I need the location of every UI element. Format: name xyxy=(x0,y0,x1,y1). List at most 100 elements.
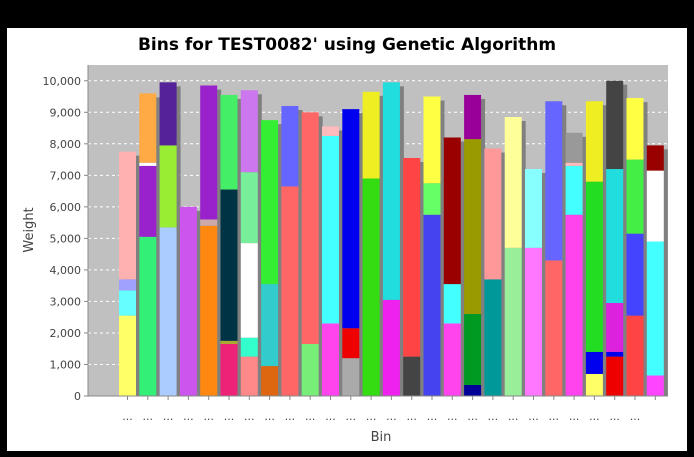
bar-segment xyxy=(382,299,400,396)
bar-segment xyxy=(159,82,177,146)
x-tick-label: ... xyxy=(467,410,478,423)
bar-segment xyxy=(322,135,339,324)
y-tick-label: 9,000 xyxy=(50,106,82,119)
bar-segment xyxy=(585,181,603,352)
bar-segment xyxy=(646,145,664,171)
bar-segment xyxy=(301,112,319,344)
x-tick-label: ... xyxy=(325,410,336,423)
bar-segment xyxy=(423,214,441,396)
chart-title: Bins for TEST0082' using Genetic Algorit… xyxy=(138,35,556,55)
bar-segment xyxy=(443,284,461,324)
bar-segment xyxy=(159,145,177,228)
y-axis-label: Weight xyxy=(22,207,37,252)
x-tick-label: ... xyxy=(589,410,600,423)
x-tick-label: ... xyxy=(427,410,438,423)
bar-segment xyxy=(585,373,603,395)
y-tick-label: 7,000 xyxy=(50,169,82,182)
x-tick-label: ... xyxy=(346,410,357,423)
bar-segment xyxy=(403,356,421,396)
bar-segment xyxy=(646,170,664,242)
bar-segment xyxy=(545,101,563,261)
bar-segment xyxy=(200,219,218,226)
bar-segment xyxy=(261,120,279,285)
x-tick-label: ... xyxy=(122,410,133,423)
y-tick-label: 4,000 xyxy=(50,264,82,277)
bar-segment xyxy=(322,126,339,136)
bar-segment xyxy=(179,206,197,396)
y-axis-ticks: 0 1,000 2,000 3,000 4,000 5,000 6,000 7,000 8,00… xyxy=(43,75,88,403)
bar-segment xyxy=(606,80,624,170)
x-tick-label: ... xyxy=(224,410,235,423)
bar-segment xyxy=(382,82,400,300)
y-tick-label: 10,000 xyxy=(43,75,82,88)
bar-segment xyxy=(342,328,360,359)
y-tick-label: 5,000 xyxy=(50,232,82,245)
bar-segment xyxy=(464,314,482,385)
bar-segment xyxy=(504,247,522,396)
bar-segment xyxy=(240,172,258,244)
bar-segment xyxy=(565,162,583,166)
bar-segment xyxy=(220,94,238,190)
bar-segment xyxy=(119,279,136,291)
bar-segment xyxy=(525,247,542,396)
bar-segment xyxy=(220,340,238,344)
bar-segment xyxy=(443,137,461,285)
y-tick-label: 1,000 xyxy=(50,358,82,371)
y-tick-label: 0 xyxy=(74,390,81,403)
bar-segment xyxy=(626,159,644,234)
bar-segment xyxy=(626,315,644,396)
bar-segment xyxy=(240,337,258,357)
bar-segment xyxy=(585,101,603,182)
y-tick-label: 3,000 xyxy=(50,295,82,308)
bar-segment xyxy=(606,356,624,396)
x-tick-label: ... xyxy=(305,410,316,423)
bar-segment xyxy=(301,343,319,396)
x-axis-label: Bin xyxy=(371,430,392,445)
x-tick-label: ... xyxy=(447,410,458,423)
bar-segment xyxy=(565,132,583,163)
bar-segment xyxy=(240,243,258,338)
bar-segment xyxy=(119,315,136,396)
bar-segment xyxy=(464,94,482,140)
bar-segment xyxy=(139,162,157,166)
bar-segment xyxy=(281,186,299,396)
x-tick-label: ... xyxy=(630,410,641,423)
x-tick-label: ... xyxy=(143,410,154,423)
x-tick-label: ... xyxy=(609,410,620,423)
bar-segment xyxy=(139,165,157,237)
bar-segment xyxy=(200,85,218,220)
bar-segment xyxy=(585,351,603,374)
bar-segment xyxy=(646,375,664,396)
bar-segment xyxy=(240,90,258,173)
bar-segment xyxy=(423,96,441,184)
bar-segment xyxy=(565,214,583,396)
bar-segment xyxy=(220,189,238,341)
x-tick-label: ... xyxy=(244,410,255,423)
bar-segment xyxy=(565,165,583,215)
bar-segment xyxy=(322,323,339,396)
x-tick-label: ... xyxy=(549,410,560,423)
bar-segment xyxy=(220,343,238,396)
bar-segment xyxy=(159,227,177,396)
x-tick-label: ... xyxy=(508,410,519,423)
x-axis-ticks: ........................................… xyxy=(122,396,656,423)
bar-segment xyxy=(362,178,380,396)
x-tick-label: ... xyxy=(569,410,580,423)
bar-segment xyxy=(240,356,258,396)
bar-segment xyxy=(119,151,136,280)
x-tick-label: ... xyxy=(386,410,397,423)
bar-segment xyxy=(139,93,157,163)
bar-segment xyxy=(464,139,482,315)
x-tick-label: ... xyxy=(264,410,275,423)
x-tick-label: ... xyxy=(528,410,539,423)
bar-segment xyxy=(261,284,279,367)
bar-segment xyxy=(403,157,421,357)
bar-segment xyxy=(342,358,360,396)
bar-segment xyxy=(545,260,563,396)
bar-segment xyxy=(200,225,218,396)
bar-segment xyxy=(606,351,624,357)
x-tick-label: ... xyxy=(183,410,194,423)
bar-segment xyxy=(626,98,644,160)
